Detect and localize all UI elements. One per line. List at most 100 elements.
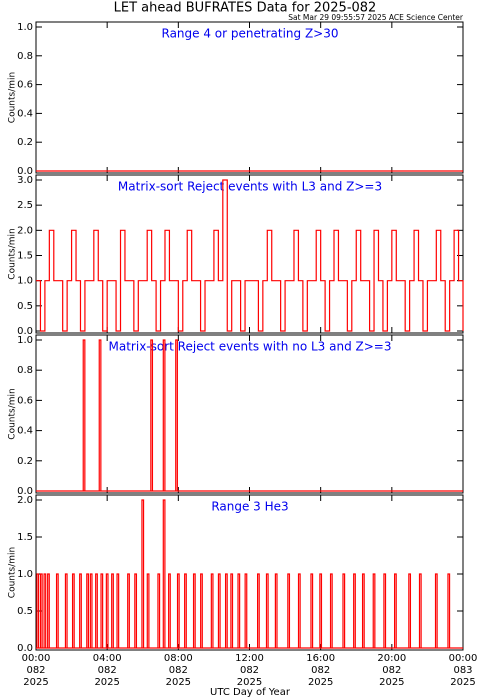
spike	[134, 573, 138, 648]
spike	[393, 573, 397, 648]
spike	[361, 573, 365, 648]
x-tick-label: 2025	[166, 677, 191, 688]
spike	[95, 573, 98, 648]
spike	[287, 573, 291, 648]
x-tick-label: 082	[311, 665, 330, 676]
spike	[434, 573, 438, 648]
spike	[383, 573, 387, 648]
panel-title: Matrix-sort Reject events with no L3 and…	[109, 340, 392, 354]
x-tick-label: 2025	[308, 677, 333, 688]
y-tick-label: 0.4	[17, 108, 33, 119]
x-tick-label: 16:00	[306, 653, 335, 664]
spike	[319, 573, 323, 648]
x-tick-label: 2025	[23, 677, 48, 688]
spike	[141, 499, 145, 648]
spike	[98, 339, 102, 491]
y-tick-label: 3.0	[17, 175, 33, 186]
spike	[176, 573, 180, 648]
spike	[86, 573, 89, 648]
spike	[150, 339, 154, 491]
x-tick-label: 20:00	[377, 653, 406, 664]
spike	[100, 573, 104, 648]
x-tick-label: 082	[98, 665, 117, 676]
spike	[192, 573, 196, 648]
x-tick-label: 082	[169, 665, 188, 676]
y-tick-label: 1.0	[17, 335, 33, 346]
y-tick-label: 1.0	[17, 22, 33, 33]
spike	[55, 573, 59, 648]
x-tick-label: 2025	[450, 677, 475, 688]
spike	[168, 573, 171, 648]
spike	[82, 339, 86, 491]
spike	[217, 573, 221, 648]
spike	[175, 339, 178, 491]
x-tick-label: 2025	[237, 677, 262, 688]
x-tick-label: 2025	[379, 677, 404, 688]
spike	[224, 573, 228, 648]
x-tick-label: 2025	[94, 677, 119, 688]
spike	[418, 573, 422, 648]
spike	[146, 573, 150, 648]
spike	[265, 573, 269, 648]
spike	[244, 573, 248, 648]
spike	[210, 573, 214, 648]
y-tick-label: 1.5	[17, 532, 33, 543]
y-axis-label: Counts/min	[8, 72, 18, 123]
y-tick-label: 1.0	[17, 276, 33, 287]
spike	[408, 573, 412, 648]
chart-title: LET ahead BUFRATES Data for 2025-082	[114, 1, 377, 16]
spike	[256, 573, 260, 648]
spike	[157, 573, 161, 648]
spike	[162, 499, 166, 648]
y-tick-label: 2.0	[17, 495, 33, 506]
x-tick-label: 083	[453, 665, 472, 676]
y-tick-label: 1.0	[17, 569, 33, 580]
y-tick-label: 2.5	[17, 200, 33, 211]
spike	[79, 573, 82, 648]
y-tick-label: 0.2	[17, 456, 33, 467]
spike	[342, 573, 346, 648]
spike	[36, 573, 40, 648]
spike	[116, 573, 120, 648]
spike	[274, 573, 278, 648]
x-tick-label: 12:00	[235, 653, 264, 664]
y-tick-label: 0.6	[17, 80, 33, 91]
spike	[162, 339, 166, 491]
panel-title: Range 4 or penetrating Z>30	[162, 27, 339, 41]
x-tick-label: 00:00	[22, 653, 51, 664]
spike	[310, 573, 314, 648]
x-tick-label: 082	[240, 665, 259, 676]
spike	[127, 573, 130, 648]
spike	[111, 573, 114, 648]
y-axis-label: Counts/min	[8, 228, 18, 279]
y-tick-label: 0.8	[17, 51, 33, 62]
y-tick-label: 0.2	[17, 137, 33, 148]
data-line	[36, 179, 464, 332]
spike	[230, 573, 234, 648]
chart-subtitle: Sat Mar 29 09:55:57 2025 ACE Science Cen…	[288, 13, 464, 22]
spike	[43, 573, 47, 648]
spike	[105, 573, 109, 648]
spike	[372, 573, 376, 648]
y-tick-label: 0.6	[17, 395, 33, 406]
spike	[39, 573, 43, 648]
spike	[184, 573, 187, 648]
x-tick-label: 082	[382, 665, 401, 676]
spike	[237, 573, 241, 648]
y-tick-label: 0.0	[17, 166, 33, 177]
y-tick-label: 0.0	[17, 326, 33, 337]
x-tick-label: 04:00	[93, 653, 122, 664]
x-tick-label: 08:00	[164, 653, 193, 664]
y-axis-label: Counts/min	[8, 547, 18, 598]
spike	[353, 573, 356, 648]
spike	[64, 573, 68, 648]
y-tick-label: 1.5	[17, 251, 33, 262]
y-tick-label: 0.5	[17, 606, 33, 617]
spike	[200, 573, 203, 648]
spike	[47, 573, 50, 648]
spike	[329, 573, 333, 648]
y-tick-label: 2.0	[17, 225, 33, 236]
y-tick-label: 0.8	[17, 365, 33, 376]
y-tick-label: 0.5	[17, 301, 33, 312]
x-axis-label: UTC Day of Year	[210, 687, 291, 698]
